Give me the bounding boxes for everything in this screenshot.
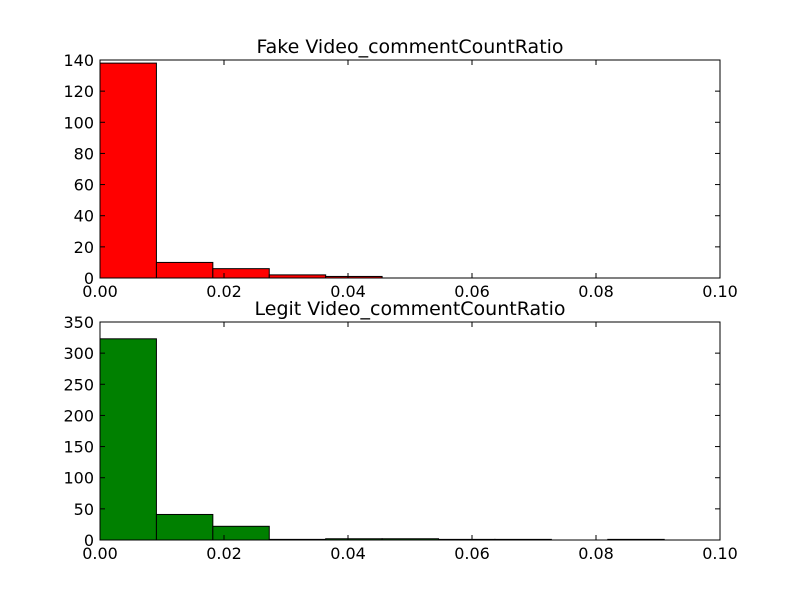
fake-y-tick-label: 60 xyxy=(74,176,94,195)
legit-x-tick-label: 0.02 xyxy=(206,544,242,563)
legit-bar-0 xyxy=(99,338,157,541)
legit-x-tick-label: 0.00 xyxy=(82,544,118,563)
fake-y-tick-label: 100 xyxy=(63,113,94,132)
fake-bar-0 xyxy=(99,62,157,279)
legit-y-tick-label: 0 xyxy=(84,531,94,550)
legit-y-tick-label: 50 xyxy=(74,500,94,519)
legit-y-tick-label: 300 xyxy=(63,344,94,363)
fake-bar-1 xyxy=(155,261,214,279)
legit-x-tick-label: 0.06 xyxy=(454,544,490,563)
fake-y-tick-label: 40 xyxy=(74,207,94,226)
fake-y-tick-label: 0 xyxy=(84,269,94,288)
fake-bar-2 xyxy=(212,268,270,279)
legit-chart-title: Legit Video_commentCountRatio xyxy=(255,298,566,320)
fake-y-tick-label: 120 xyxy=(63,82,94,101)
legit-bar-1 xyxy=(155,513,214,541)
fake-x-tick-label: 0.02 xyxy=(206,282,242,301)
legit-bar-2 xyxy=(212,525,270,541)
legit-y-tick-label: 150 xyxy=(63,438,94,457)
fake-y-tick-label: 80 xyxy=(74,144,94,163)
legit-y-tick-label: 100 xyxy=(63,469,94,488)
fake-x-tick-label: 0.06 xyxy=(454,282,490,301)
legit-x-tick-label: 0.08 xyxy=(578,544,614,563)
legit-x-tick-label: 0.04 xyxy=(330,544,366,563)
legit-y-tick-label: 200 xyxy=(63,406,94,425)
legit-y-tick-label: 250 xyxy=(63,375,94,394)
fake-axes-frame xyxy=(99,59,721,279)
fake-y-tick-label: 20 xyxy=(74,238,94,257)
legit-axes-frame xyxy=(99,321,721,541)
fake-x-tick-label: 0.00 xyxy=(82,282,118,301)
fake-chart-title: Fake Video_commentCountRatio xyxy=(256,36,563,58)
fake-x-tick-label: 0.04 xyxy=(330,282,366,301)
fake-histogram-panel: 0.00 0.02 0.04 0.06 0.08 0.10 0 20 40 60 80 100 120 1… xyxy=(63,36,737,301)
fake-x-tick-label: 0.10 xyxy=(702,282,738,301)
fake-x-tick-label: 0.08 xyxy=(578,282,614,301)
legit-histogram-panel: 0.00 0.02 0.04 0.06 0.08 0.10 0 50 100 150 200 250 3… xyxy=(63,298,737,563)
fake-y-tick-label: 140 xyxy=(63,51,94,70)
legit-y-tick-label: 350 xyxy=(63,313,94,332)
legit-x-tick-label: 0.10 xyxy=(702,544,738,563)
